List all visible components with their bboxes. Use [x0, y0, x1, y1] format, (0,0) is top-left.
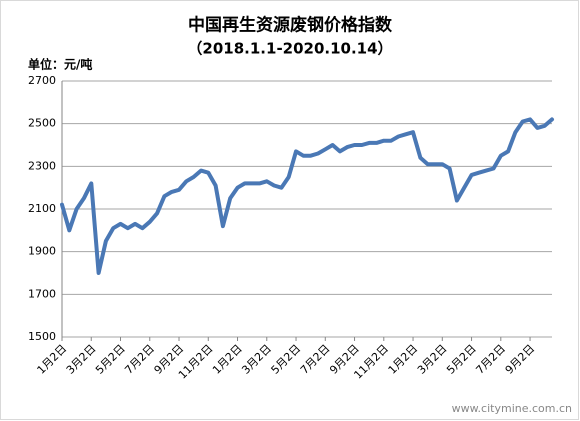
- y-tick-label: 1900: [28, 245, 56, 258]
- chart-title: 中国再生资源废钢价格指数: [188, 15, 393, 36]
- y-axis-label: 单位：元/吨: [28, 57, 92, 72]
- y-tick-label: 2100: [28, 202, 56, 215]
- watermark: www.citymine.com.cn: [452, 402, 572, 415]
- series-line: [60, 117, 554, 275]
- y-tick-label: 1700: [28, 287, 56, 300]
- y-tick-label: 2500: [28, 117, 56, 130]
- y-tick-label: 2700: [28, 74, 56, 87]
- y-tick-label: 1500: [28, 330, 56, 343]
- chart-subtitle: （2018.1.1-2020.10.14）: [187, 40, 392, 58]
- y-tick-label: 2300: [28, 159, 56, 172]
